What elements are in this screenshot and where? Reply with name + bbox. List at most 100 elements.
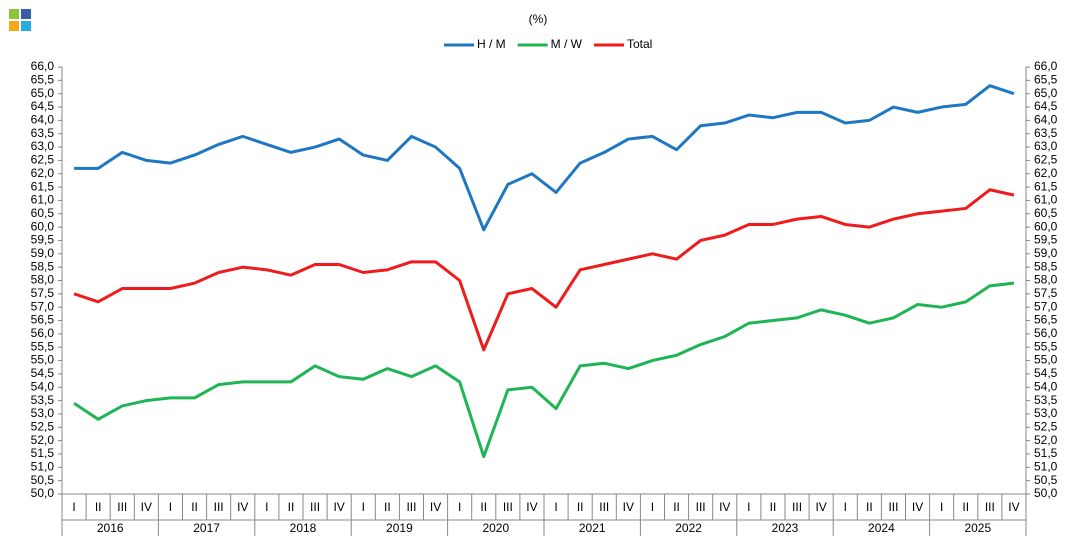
x-tick-label: I (651, 500, 654, 514)
y2-tick-label: 51,5 (1034, 446, 1058, 460)
y-tick-label: 60,5 (31, 206, 55, 220)
x-group-label: 2019 (386, 521, 413, 535)
x-tick-label: III (792, 500, 802, 514)
y-tick-label: 54,5 (31, 366, 55, 380)
y2-tick-label: 56,0 (1034, 326, 1058, 340)
series-line (73, 188, 1015, 352)
x-tick-label: I (940, 500, 943, 514)
y2-tick-label: 65,0 (1034, 86, 1058, 100)
y-tick-label: 64,0 (31, 113, 55, 127)
x-tick-label: IV (430, 500, 441, 514)
y2-tick-label: 57,5 (1034, 286, 1058, 300)
chart-subtitle: (%) (529, 12, 548, 26)
series-line (74, 84, 1015, 232)
x-tick-label: II (673, 500, 680, 514)
y-tick-label: 54,0 (31, 379, 55, 393)
x-group-label: 2024 (868, 521, 895, 535)
y-tick-label: 53,5 (31, 393, 55, 407)
x-group-label: 2020 (482, 521, 509, 535)
y-tick-label: 65,5 (31, 73, 55, 87)
x-tick-label: III (888, 500, 898, 514)
y2-tick-label: 54,5 (1034, 366, 1058, 380)
x-tick-label: II (288, 500, 295, 514)
x-group-label: 2021 (579, 521, 606, 535)
y2-tick-label: 66,0 (1034, 59, 1058, 73)
x-group-label: 2016 (97, 521, 124, 535)
x-group-label: 2017 (193, 521, 220, 535)
x-tick-label: III (310, 500, 320, 514)
y-tick-label: 57,0 (31, 299, 55, 313)
y2-tick-label: 60,0 (1034, 219, 1058, 233)
x-tick-label: I (554, 500, 557, 514)
x-group-label: 2023 (772, 521, 799, 535)
x-tick-label: III (985, 500, 995, 514)
y2-tick-label: 54,0 (1034, 379, 1058, 393)
y2-tick-label: 61,5 (1034, 179, 1058, 193)
y2-tick-label: 58,0 (1034, 273, 1058, 287)
x-tick-label: II (384, 500, 391, 514)
y2-tick-label: 57,0 (1034, 299, 1058, 313)
y-tick-label: 55,5 (31, 339, 55, 353)
x-tick-label: II (770, 500, 777, 514)
x-tick-label: II (577, 500, 584, 514)
y-tick-label: 62,5 (31, 153, 55, 167)
x-tick-label: IV (141, 500, 152, 514)
x-tick-label: III (214, 500, 224, 514)
x-tick-label: IV (912, 500, 923, 514)
series-line (73, 281, 1015, 459)
y2-tick-label: 55,0 (1034, 353, 1058, 367)
y-tick-label: 61,0 (31, 193, 55, 207)
y2-tick-label: 58,5 (1034, 259, 1058, 273)
logo (9, 9, 31, 31)
y2-tick-label: 52,5 (1034, 419, 1058, 433)
y-tick-label: 56,0 (31, 326, 55, 340)
y2-tick-label: 53,5 (1034, 393, 1058, 407)
y2-tick-label: 62,5 (1034, 153, 1058, 167)
y-tick-label: 63,0 (31, 139, 55, 153)
x-tick-label: I (844, 500, 847, 514)
x-tick-label: III (503, 500, 513, 514)
x-tick-label: III (599, 500, 609, 514)
y2-tick-label: 50,5 (1034, 473, 1058, 487)
x-tick-label: I (72, 500, 75, 514)
x-tick-label: IV (333, 500, 344, 514)
y-tick-label: 50,5 (31, 473, 55, 487)
y2-tick-label: 59,5 (1034, 233, 1058, 247)
y-tick-label: 58,0 (31, 273, 55, 287)
y2-tick-label: 51,0 (1034, 459, 1058, 473)
y2-tick-label: 65,5 (1034, 73, 1058, 87)
y-tick-label: 66,0 (31, 59, 55, 73)
y-tick-label: 64,5 (31, 99, 55, 113)
x-tick-label: II (95, 500, 102, 514)
y-tick-label: 60,0 (31, 219, 55, 233)
y2-tick-label: 52,0 (1034, 433, 1058, 447)
x-tick-label: I (362, 500, 365, 514)
x-tick-label: III (406, 500, 416, 514)
x-group-label: 2018 (290, 521, 317, 535)
y2-tick-label: 64,0 (1034, 113, 1058, 127)
y-tick-label: 62,0 (31, 166, 55, 180)
y2-tick-label: 56,5 (1034, 313, 1058, 327)
x-tick-label: II (962, 500, 969, 514)
x-tick-label: I (458, 500, 461, 514)
x-group-label: 2022 (675, 521, 702, 535)
y-tick-label: 51,5 (31, 446, 55, 460)
y-tick-label: 56,5 (31, 313, 55, 327)
x-tick-label: II (480, 500, 487, 514)
y-tick-label: 52,0 (31, 433, 55, 447)
x-tick-label: II (191, 500, 198, 514)
y-tick-label: 65,0 (31, 86, 55, 100)
x-tick-label: IV (526, 500, 537, 514)
y-tick-label: 53,0 (31, 406, 55, 420)
x-group-label: 2025 (964, 521, 991, 535)
y-tick-label: 51,0 (31, 459, 55, 473)
y2-tick-label: 55,5 (1034, 339, 1058, 353)
x-tick-label: I (747, 500, 750, 514)
x-tick-label: IV (623, 500, 634, 514)
y2-tick-label: 53,0 (1034, 406, 1058, 420)
x-tick-label: IV (719, 500, 730, 514)
y-tick-label: 59,0 (31, 246, 55, 260)
y-tick-label: 55,0 (31, 353, 55, 367)
y-tick-label: 57,5 (31, 286, 55, 300)
